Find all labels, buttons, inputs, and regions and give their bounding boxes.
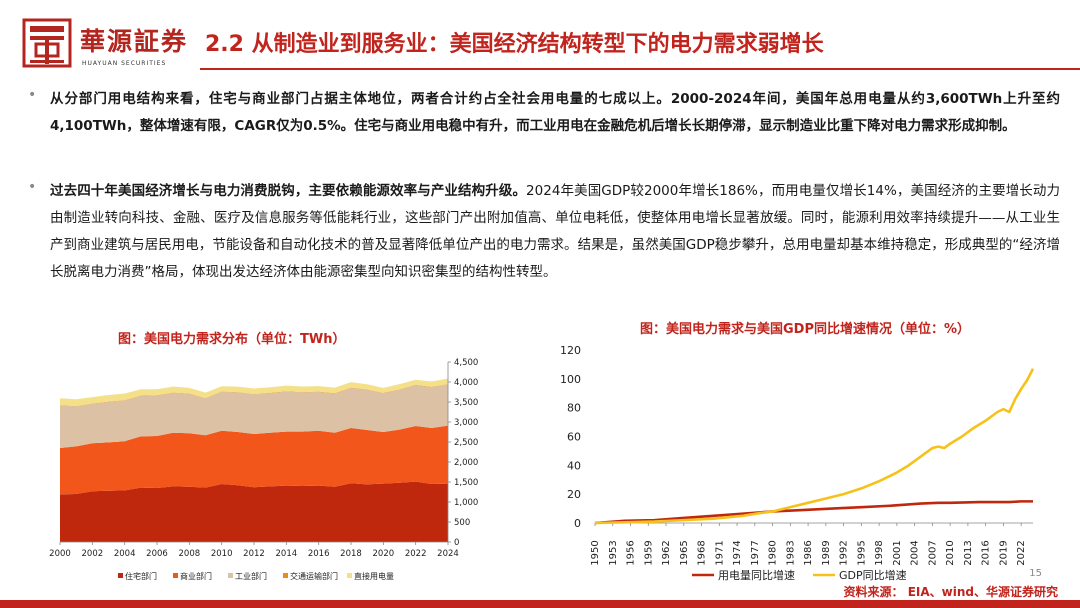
bullet-icon: •: [28, 87, 37, 103]
chart2-x-tick-label: 1974: [732, 540, 743, 565]
chart2-x-tick-label: 1971: [714, 540, 725, 565]
chart2-x-tick-label: 1950: [590, 540, 601, 565]
chart1-legend-label: 直接用电量: [354, 571, 394, 581]
chart2-y-tick-label: 80: [567, 402, 581, 415]
chart1-x-tick-label: 2006: [146, 549, 168, 559]
chart2-x-tick-label: 1986: [803, 540, 814, 565]
chart2-x-tick-label: 2016: [981, 540, 992, 565]
chart2-x-tick-label: 1959: [643, 540, 654, 565]
chart1-legend-swatch: [228, 573, 233, 578]
chart1-y-tick-label: 4,500: [454, 358, 478, 368]
chart2-x-tick-label: 1992: [839, 540, 850, 565]
chart2-x-tick-label: 1977: [750, 540, 761, 565]
source-note: 资料来源： EIA、wind、华源证券研究: [843, 585, 1058, 599]
brand-name-en: HUAYUAN SECURITIES: [82, 60, 167, 67]
chart1-y-tick-label: 4,000: [454, 378, 478, 388]
bottom-bar: [0, 600, 1080, 608]
chart2-legend-label: 用电量同比增速: [718, 568, 795, 582]
chart2-x-tick-label: 1956: [626, 540, 637, 565]
chart2-x-tick-label: 2022: [1016, 540, 1027, 565]
chart2-x-tick-label: 2010: [945, 540, 956, 565]
chart2-caption: 图：美国电力需求与美国GDP同比增速情况（单位：%）: [640, 322, 971, 337]
chart1-legend-swatch: [347, 573, 352, 578]
paragraph-2-lead: 过去四十年美国经济增长与电力消费脱钩，主要依赖能源效率与产业结构升级。: [50, 183, 527, 199]
chart1-y-tick-label: 1,500: [454, 478, 478, 488]
chart1-y-tick-label: 500: [454, 518, 470, 528]
chart1-legend-label: 工业部门: [235, 571, 267, 581]
paragraph-2: 过去四十年美国经济增长与电力消费脱钩，主要依赖能源效率与产业结构升级。2024年…: [50, 178, 1060, 286]
chart1-y-tick-label: 3,500: [454, 398, 478, 408]
chart1-legend-swatch: [118, 573, 123, 578]
chart2-x-tick-label: 1989: [821, 540, 832, 565]
chart2-y-tick-label: 20: [567, 488, 581, 501]
chart1-x-tick-label: 2002: [82, 549, 104, 559]
chart2-x-tick-label: 2001: [892, 540, 903, 565]
chart2-y-tick-label: 40: [567, 459, 581, 472]
brand-name: 華源証券: [80, 27, 189, 56]
chart2-x-tick-label: 2013: [963, 540, 974, 565]
chart1-x-tick-label: 2022: [405, 549, 427, 559]
chart1-y-tick-label: 0: [454, 538, 459, 548]
chart1-y-tick-label: 2,000: [454, 458, 478, 468]
chart1-legend-label: 商业部门: [180, 571, 212, 581]
chart2-x-tick-label: 2004: [910, 540, 921, 565]
header: 華源証券 HUAYUAN SECURITIES 2.2 从制造业到服务业：美国经…: [0, 0, 1080, 74]
area-series-4: [60, 378, 448, 407]
chart2-y-tick-label: 120: [560, 344, 581, 357]
paragraph-2-body: 2024年美国GDP较2000年增长186%，而用电量仅增长14%，美国经济的主…: [50, 183, 1060, 280]
chart2-x-tick-label: 1965: [679, 540, 690, 565]
chart2-series-line-0: [594, 500, 1033, 525]
area-series-0: [60, 481, 448, 542]
huayuan-logo-icon: [22, 18, 72, 68]
chart1-y-tick-label: 1,000: [454, 498, 478, 508]
chart2-y-tick-label: 60: [567, 431, 581, 444]
chart1-x-tick-label: 2000: [49, 549, 71, 559]
chart1-y-tick-label: 2,500: [454, 438, 478, 448]
chart2-x-tick-label: 1962: [661, 540, 672, 565]
page-title: 2.2 从制造业到服务业：美国经济结构转型下的电力需求弱增长: [205, 32, 824, 57]
chart2-x-tick-label: 1953: [608, 540, 619, 565]
chart2-x-tick-label: 1998: [874, 540, 885, 565]
area-series-1: [60, 425, 448, 495]
chart1-legend-swatch: [173, 573, 178, 578]
chart1-x-tick-label: 2010: [211, 549, 233, 559]
chart1-caption: 图：美国电力需求分布（单位：TWh）: [118, 332, 346, 347]
chart1-x-tick-label: 2020: [373, 549, 395, 559]
chart1-legend-label: 住宅部门: [125, 571, 157, 581]
chart1-x-tick-label: 2004: [114, 549, 136, 559]
paragraph-1: 从分部门用电结构来看，住宅与商业部门占据主体地位，两者合计约占全社会用电量的七成…: [50, 91, 1060, 134]
chart2-x-tick-label: 1995: [856, 540, 867, 565]
chart2-x-tick-label: 1983: [785, 540, 796, 565]
chart2-y-tick-label: 0: [574, 517, 581, 530]
chart1-x-tick-label: 2012: [243, 549, 265, 559]
chart2-x-tick-label: 1980: [768, 540, 779, 565]
chart1-x-tick-label: 2024: [437, 549, 459, 559]
chart1-x-tick-label: 2008: [179, 549, 201, 559]
chart2-x-tick-label: 1968: [697, 540, 708, 565]
chart2-legend-label: GDP同比增速: [839, 568, 907, 582]
chart1-x-tick-label: 2014: [276, 549, 298, 559]
page-number: 15: [1029, 568, 1042, 579]
chart1-x-tick-label: 2018: [340, 549, 362, 559]
chart2-x-tick-label: 2007: [927, 540, 938, 565]
title-underline: [200, 68, 1080, 70]
chart2-x-tick-label: 2019: [998, 540, 1009, 565]
area-series-2: [60, 384, 448, 448]
chart1-x-tick-label: 2016: [308, 549, 330, 559]
chart1-y-tick-label: 3,000: [454, 418, 478, 428]
bullet-icon: •: [28, 179, 37, 195]
chart1-legend-label: 交通运输部门: [290, 571, 338, 581]
chart2-y-tick-label: 100: [560, 373, 581, 386]
chart1-legend-swatch: [283, 573, 288, 578]
chart2-series-line-1: [594, 368, 1035, 525]
